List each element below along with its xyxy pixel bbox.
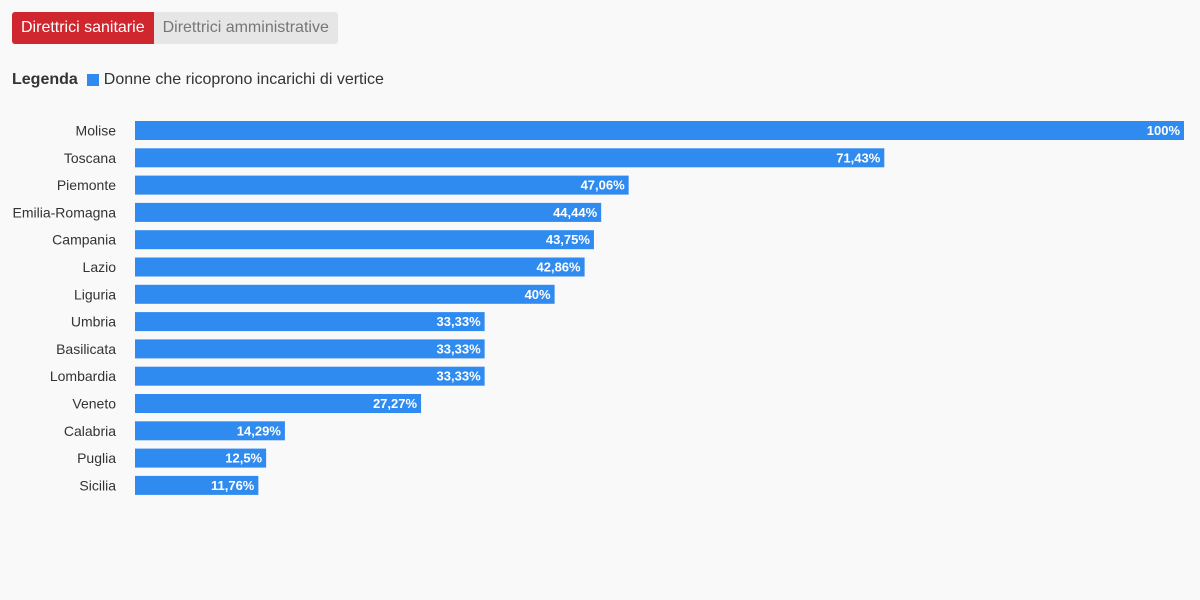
category-label: Piemonte [57,177,116,193]
bar-value-label: 33,33% [437,341,482,356]
legend-swatch [86,74,99,86]
bar-value-label: 40% [525,287,551,302]
tab-direttrici-sanitarie[interactable]: Direttrici sanitarie [12,12,154,44]
bar[interactable] [135,202,602,222]
bar-value-label: 11,76% [211,478,255,493]
category-label: Lombardia [50,368,116,384]
bar-value-label: 71,43% [836,150,881,165]
bar[interactable] [135,312,485,332]
category-label: Molise [76,123,117,139]
bar-value-label: 27,27% [373,396,418,411]
bar[interactable] [135,284,555,304]
bar-value-label: 47,06% [581,178,626,193]
bar-value-label: 43,75% [546,232,591,247]
category-label: Umbria [71,314,116,330]
bar[interactable] [135,366,485,386]
bar-value-label: 14,29% [237,423,282,438]
category-label: Liguria [74,286,116,302]
legend-title: Legenda [12,71,78,88]
bar[interactable] [135,475,259,495]
category-label: Veneto [72,396,116,412]
bar[interactable] [135,148,885,168]
category-label: Puglia [77,450,116,466]
category-label: Sicilia [79,477,116,493]
bar-value-label: 42,86% [537,260,582,275]
category-label: Lazio [83,259,117,275]
category-label: Campania [52,232,116,248]
bar-value-label: 100% [1147,123,1181,138]
category-label: Calabria [64,423,116,439]
legend-item-label: Donne che ricoprono incarichi di vertice [103,71,384,88]
category-label: Toscana [64,150,116,166]
bar-value-label: 33,33% [437,314,482,329]
bar[interactable] [135,421,285,441]
bar[interactable] [135,339,485,359]
bar-value-label: 12,5% [225,451,262,466]
bar[interactable] [135,448,267,468]
bar[interactable] [135,257,585,277]
bar[interactable] [135,121,1184,140]
tab-direttrici-amministrative[interactable]: Direttrici amministrative [153,12,338,44]
category-label: Basilicata [56,341,116,357]
bar[interactable] [135,175,629,195]
bar-value-label: 44,44% [553,205,598,220]
tab-bar: Direttrici sanitarie Direttrici amminist… [12,12,338,44]
bar-value-label: 33,33% [437,369,482,384]
legend: Legenda Donne che ricoprono incarichi di… [12,69,384,91]
bar[interactable] [135,230,594,250]
bar[interactable] [135,394,422,413]
category-label: Emilia-Romagna [13,204,117,220]
